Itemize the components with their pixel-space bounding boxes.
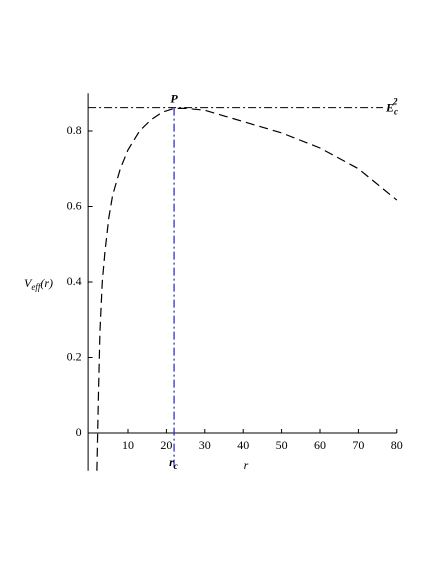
x-tick-label: 30	[199, 438, 211, 452]
critical-r-sub: c	[174, 461, 178, 471]
y-tick-label: 0.4	[67, 274, 82, 288]
critical-r-label: rc	[169, 455, 178, 471]
x-tick-label: 70	[352, 438, 364, 452]
critical-r-main: r	[169, 455, 174, 469]
x-tick-label: 10	[122, 438, 134, 452]
y-tick-label: 0	[76, 425, 82, 439]
y-axis-label: Veff(r)	[24, 276, 53, 292]
y-tick-label: 0.2	[67, 349, 82, 363]
x-tick-label: 50	[276, 438, 288, 452]
y-label-main: V	[24, 276, 33, 290]
point-label: P	[170, 91, 178, 105]
y-tick-label: 0.8	[67, 123, 82, 137]
x-tick-label: 20	[160, 438, 172, 452]
y-label-sub: eff	[31, 282, 41, 292]
energy-label-main: E	[385, 100, 394, 114]
curve	[96, 107, 398, 471]
energy-label-sup: 2	[392, 97, 398, 107]
x-tick-label: 40	[237, 438, 249, 452]
x-tick-label: 60	[314, 438, 326, 452]
x-tick-label: 80	[391, 438, 403, 452]
energy-label-sub: c	[394, 107, 398, 117]
x-axis-label: r	[244, 458, 249, 472]
y-label-suffix: (r)	[40, 276, 53, 290]
y-tick-label: 0.6	[67, 198, 82, 212]
energy-label: Ec2	[385, 97, 398, 117]
